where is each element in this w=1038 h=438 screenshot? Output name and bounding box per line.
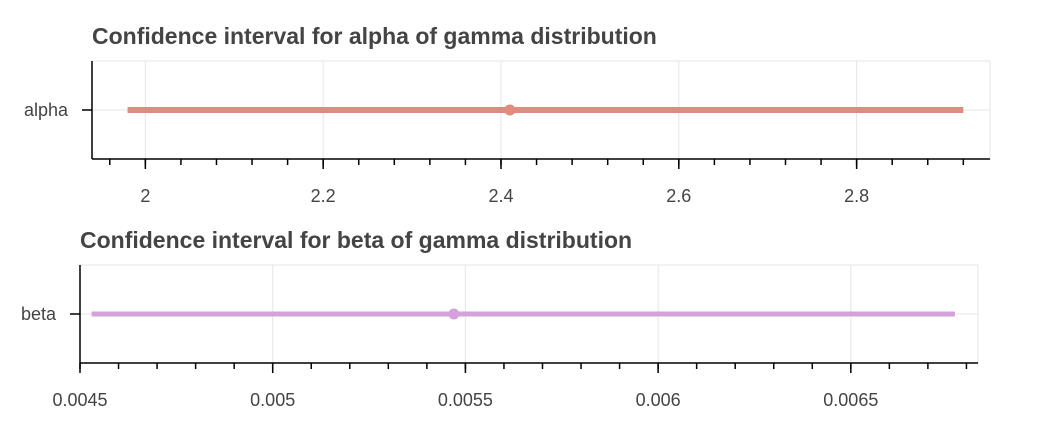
chart-beta-tick-label: 0.0045 xyxy=(52,390,107,410)
chart-alpha-tick-label: 2 xyxy=(140,186,150,206)
chart-alpha-tick-label: 2.2 xyxy=(311,186,336,206)
chart-beta-category-label: beta xyxy=(21,304,57,324)
chart-beta-panel: Confidence interval for beta of gamma di… xyxy=(21,227,979,410)
chart-alpha-tick-label: 2.4 xyxy=(488,186,513,206)
chart-beta-tick-label: 0.006 xyxy=(636,390,681,410)
chart-alpha-title: Confidence interval for alpha of gamma d… xyxy=(92,23,657,49)
chart-beta-tick-label: 0.005 xyxy=(250,390,295,410)
chart-beta-tick-label: 0.0055 xyxy=(438,390,493,410)
chart-alpha-estimate-point xyxy=(504,104,516,116)
chart-alpha-category-label: alpha xyxy=(24,100,69,120)
chart-beta-tick-label: 0.0065 xyxy=(823,390,878,410)
chart-beta-title: Confidence interval for beta of gamma di… xyxy=(80,227,632,253)
chart-alpha-panel: Confidence interval for alpha of gamma d… xyxy=(24,23,991,206)
chart-alpha-tick-label: 2.8 xyxy=(844,186,869,206)
chart-alpha-tick-label: 2.6 xyxy=(666,186,691,206)
chart-beta-estimate-point xyxy=(448,308,460,320)
